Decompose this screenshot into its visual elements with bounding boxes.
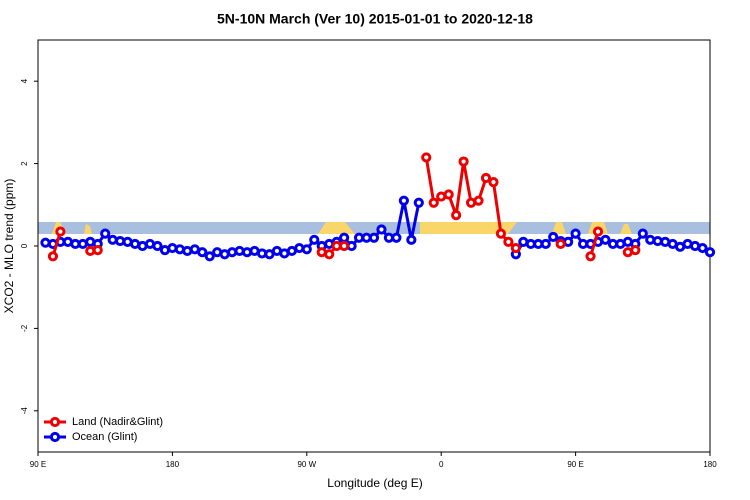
- legend-label: Ocean (Glint): [72, 431, 137, 443]
- y-tick-label: -4: [20, 407, 29, 415]
- legend-label: Land (Nadir&Glint): [72, 416, 163, 428]
- data-point: [339, 232, 350, 243]
- data-point: [152, 240, 163, 252]
- land-shape: [620, 224, 632, 234]
- data-point: [443, 189, 454, 200]
- data-point: [704, 247, 716, 258]
- data-point: [204, 251, 215, 262]
- land-mask: [38, 222, 710, 234]
- data-point: [197, 247, 208, 258]
- data-point: [451, 210, 462, 221]
- x-axis-label: Longitude (deg E): [327, 476, 422, 490]
- data-point: [339, 240, 350, 252]
- land-shape: [318, 222, 355, 234]
- data-point: [592, 226, 604, 237]
- data-point: [391, 232, 402, 243]
- data-point: [585, 251, 596, 262]
- data-point: [309, 234, 320, 245]
- y-axis-label: XCO2 - MLO trend (ppm): [2, 179, 16, 314]
- x-tick-label: 90 E: [30, 460, 46, 469]
- data-point: [570, 228, 581, 239]
- legend-marker: [49, 416, 61, 428]
- data-point: [555, 238, 566, 250]
- data-point: [630, 245, 641, 256]
- data-point: [480, 172, 492, 184]
- data-point: [413, 197, 424, 208]
- data-point: [600, 234, 611, 245]
- data-point: [458, 156, 469, 167]
- chart-title: 5N-10N March (Ver 10) 2015-01-01 to 2020…: [217, 11, 533, 27]
- data-point: [503, 236, 514, 247]
- data-point: [301, 244, 312, 255]
- ocean-band: [38, 222, 710, 234]
- legend-marker: [49, 431, 61, 443]
- data-point: [488, 177, 499, 188]
- land-shape: [552, 222, 566, 234]
- data-point: [495, 228, 507, 239]
- x-tick-label: 180: [703, 460, 717, 469]
- land-shape: [84, 224, 92, 234]
- data-point: [548, 231, 559, 243]
- land-shape: [420, 222, 517, 234]
- data-point: [368, 232, 380, 243]
- data-point: [47, 251, 59, 262]
- data-point: [421, 152, 432, 163]
- y-tick-label: -2: [20, 324, 29, 332]
- data-point: [398, 195, 409, 206]
- data-point: [473, 195, 484, 206]
- data-point: [540, 238, 551, 250]
- data-point: [324, 249, 335, 260]
- y-tick-label: 4: [20, 78, 29, 83]
- data-point: [697, 242, 708, 254]
- data-point: [510, 242, 521, 254]
- data-point: [376, 224, 387, 235]
- data-point: [92, 245, 103, 256]
- y-tick-label: 2: [20, 161, 29, 166]
- data-point: [406, 234, 417, 245]
- data-point: [100, 228, 111, 239]
- data-point: [55, 226, 66, 237]
- y-tick-label: 0: [20, 243, 29, 248]
- x-tick-label: 0: [439, 460, 444, 469]
- x-tick-label: 90 E: [567, 460, 583, 469]
- x-tick-label: 90 W: [297, 460, 316, 469]
- data-point: [637, 228, 648, 239]
- x-tick-label: 180: [166, 460, 180, 469]
- data-point: [428, 197, 439, 208]
